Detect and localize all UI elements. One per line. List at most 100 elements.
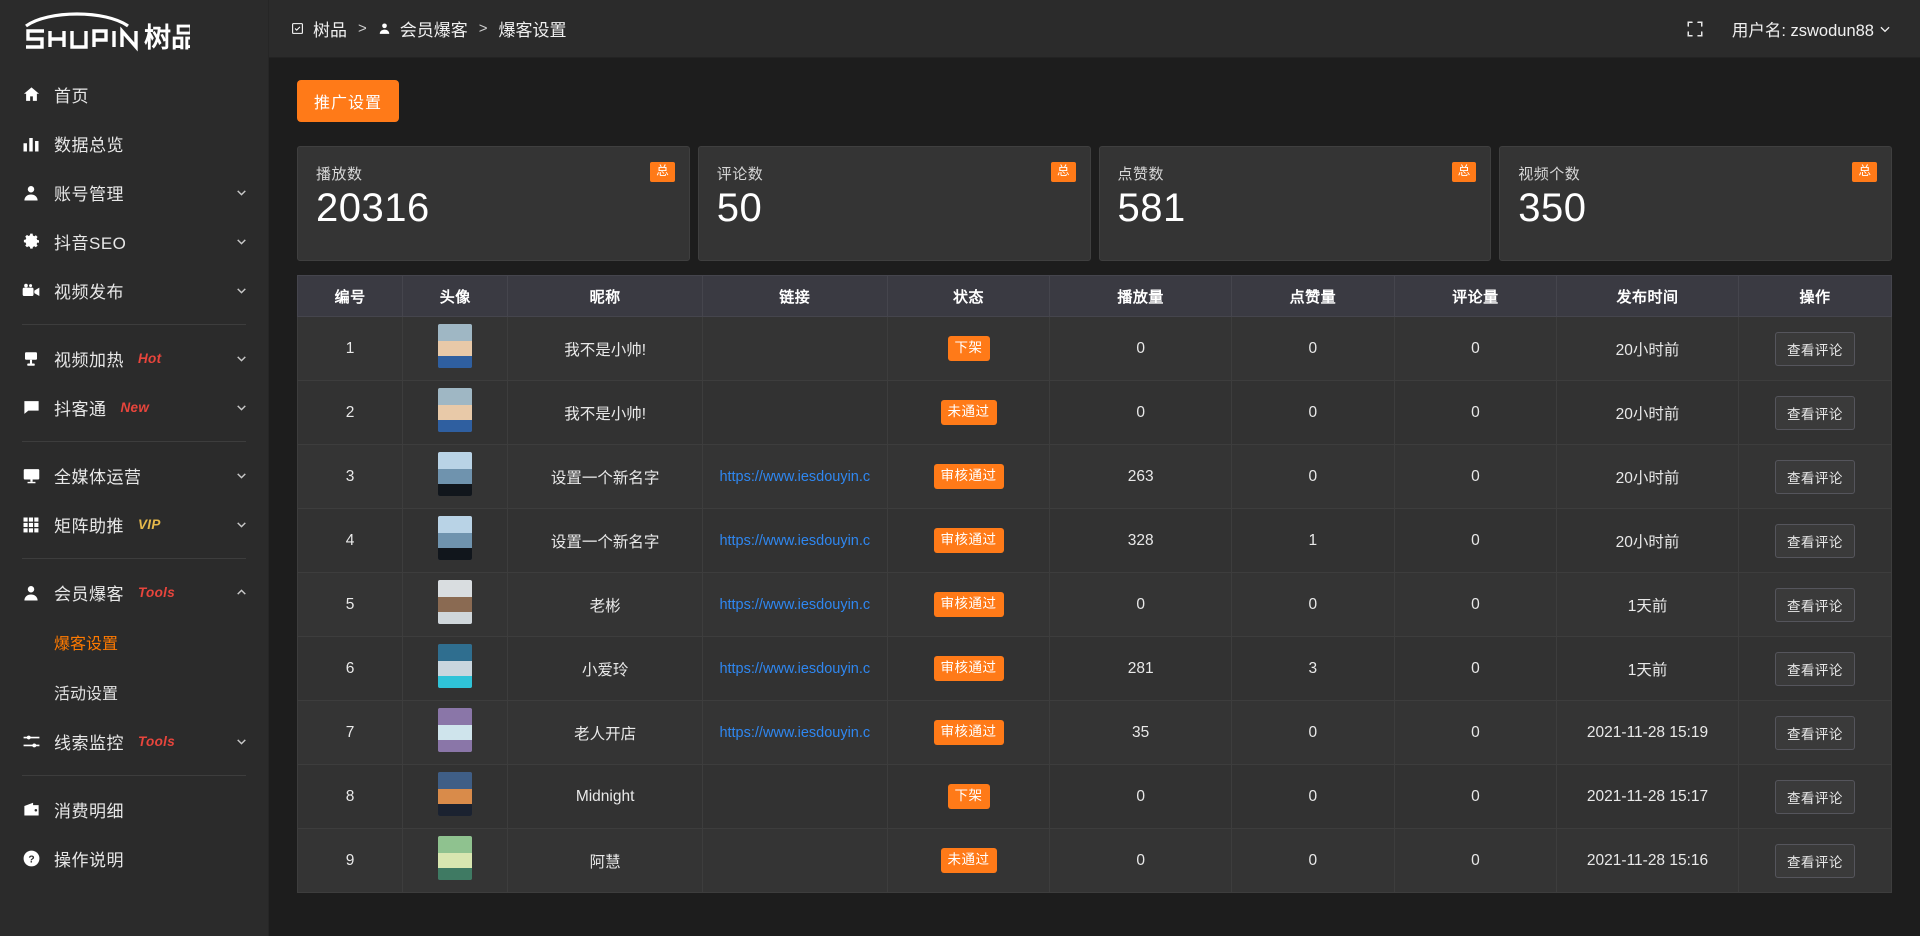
sidebar-subitem-activity-settings[interactable]: 活动设置 <box>0 667 268 717</box>
video-link[interactable]: https://www.iesdouyin.c <box>719 532 871 549</box>
avatar[interactable] <box>438 516 473 560</box>
avatar[interactable] <box>438 388 473 432</box>
table-row[interactable]: 1 我不是小帅! 下架 0 0 0 20小时前 查看评论 <box>296 316 1893 381</box>
chevron-down-icon <box>234 469 248 483</box>
table-row[interactable]: 4 设置一个新名字 https://www.iesdouyin.c 审核通过 328 1 0… <box>296 508 1893 573</box>
sidebar: 树品 首页 数据总览 账号管理 <box>0 0 269 936</box>
promote-settings-button[interactable]: 推广设置 <box>297 80 400 122</box>
view-comments-button[interactable]: 查看评论 <box>1774 651 1855 686</box>
view-comments-button[interactable]: 查看评论 <box>1774 395 1855 430</box>
sidebar-item-douyin-seo[interactable]: 抖音SEO <box>0 217 268 266</box>
view-comments-button[interactable]: 查看评论 <box>1774 779 1855 814</box>
sidebar-nav: 首页 数据总览 账号管理 抖音 <box>0 60 268 936</box>
chart-bar-icon <box>20 133 42 155</box>
sidebar-item-consumption-detail[interactable]: 消费明细 <box>0 785 268 834</box>
cell-status: 下架 <box>886 316 1051 381</box>
video-link[interactable]: https://www.iesdouyin.c <box>719 724 871 741</box>
sidebar-item-label: 视频发布 <box>54 283 124 302</box>
cell-link[interactable]: https://www.iesdouyin.c <box>701 508 888 573</box>
cell-link <box>701 764 888 829</box>
sidebar-item-video-boost[interactable]: 视频加热 Hot <box>0 334 268 383</box>
video-link[interactable]: https://www.iesdouyin.c <box>719 468 871 485</box>
view-comments-button[interactable]: 查看评论 <box>1774 587 1855 622</box>
cell-nickname: 我不是小帅! <box>507 380 703 445</box>
cell-publish-time: 2021-11-28 15:16 <box>1556 828 1739 893</box>
sidebar-badge-tools: Tools <box>138 734 175 749</box>
avatar[interactable] <box>438 452 473 496</box>
cell-link[interactable]: https://www.iesdouyin.c <box>701 444 888 509</box>
cell-id: 1 <box>296 316 404 381</box>
table-row[interactable]: 3 设置一个新名字 https://www.iesdouyin.c 审核通过 263 0 0… <box>296 444 1893 509</box>
table-row[interactable]: 6 小爱玲 https://www.iesdouyin.c 审核通过 281 3 0 1天前查… <box>296 636 1893 701</box>
cell-link[interactable]: https://www.iesdouyin.c <box>701 572 888 637</box>
status-badge: 审核通过 <box>933 656 1004 681</box>
main-area: 树品 > 会员爆客 > 爆客设置 <box>269 0 1920 936</box>
sidebar-item-label: 全媒体运营 <box>54 468 142 487</box>
avatar[interactable] <box>438 836 473 880</box>
cell-link[interactable]: https://www.iesdouyin.c <box>701 700 888 765</box>
view-comments-button[interactable]: 查看评论 <box>1774 715 1855 750</box>
sidebar-item-omnimedia-ops[interactable]: 全媒体运营 <box>0 451 268 500</box>
table-row[interactable]: 9 阿慧 未通过 0 0 0 2021-11-28 15:16 查看评论 <box>296 828 1893 893</box>
cell-likes: 0 <box>1231 828 1395 893</box>
column-header-nick: 昵称 <box>507 275 703 317</box>
fullscreen-icon[interactable] <box>1686 19 1706 39</box>
sidebar-item-account-management[interactable]: 账号管理 <box>0 168 268 217</box>
status-badge: 未通过 <box>940 400 997 425</box>
view-comments-button[interactable]: 查看评论 <box>1774 843 1855 878</box>
stat-value: 581 <box>1117 186 1186 230</box>
chevron-down-icon <box>234 186 248 200</box>
sidebar-divider <box>22 441 246 442</box>
view-comments-button[interactable]: 查看评论 <box>1774 523 1855 558</box>
videos-table: 编号 头像 昵称 链接 状态 播放量 点赞量 评论量 发布时间 操作 1 我不是小 <box>296 275 1893 893</box>
cell-id: 7 <box>296 700 404 765</box>
view-comments-button[interactable]: 查看评论 <box>1774 331 1855 366</box>
stats-cards: 播放数 20316 总 评论数 50 总 点赞数 581 总 视频个数 350 <box>297 146 1892 261</box>
cell-status: 审核通过 <box>886 572 1051 637</box>
cell-avatar <box>402 828 509 893</box>
cell-status: 审核通过 <box>886 700 1051 765</box>
cell-comments: 0 <box>1393 828 1558 893</box>
sidebar-item-member-baoke[interactable]: 会员爆客 Tools <box>0 568 268 617</box>
stat-card-videos: 视频个数 350 总 <box>1499 146 1892 261</box>
sidebar-item-instructions[interactable]: ? 操作说明 <box>0 834 268 883</box>
table-row[interactable]: 8 Midnight 下架 0 0 0 2021-11-28 15:17 查看评论 <box>296 764 1893 829</box>
monitor-icon <box>20 465 42 487</box>
breadcrumb-item-root[interactable]: 树品 <box>291 16 347 41</box>
cell-actions: 查看评论 <box>1737 380 1893 445</box>
cell-comments: 0 <box>1393 636 1558 701</box>
breadcrumb-item-member-baoke[interactable]: 会员爆客 <box>378 16 468 41</box>
sidebar-item-video-publish[interactable]: 视频发布 <box>0 266 268 315</box>
cell-link[interactable]: https://www.iesdouyin.c <box>701 636 888 701</box>
cell-publish-time: 20小时前 <box>1556 380 1739 445</box>
brand-logo[interactable]: 树品 <box>0 0 268 60</box>
avatar[interactable] <box>438 324 473 368</box>
avatar[interactable] <box>438 772 473 816</box>
sidebar-subitem-baoke-settings[interactable]: 爆客设置 <box>0 617 268 667</box>
chevron-down-icon <box>234 352 248 366</box>
avatar[interactable] <box>438 708 473 752</box>
column-header-plays: 播放量 <box>1049 275 1233 317</box>
table-row[interactable]: 2 我不是小帅! 未通过 0 0 0 20小时前 查看评论 <box>296 380 1893 445</box>
cell-nickname: 老彬 <box>507 572 703 637</box>
sidebar-item-data-overview[interactable]: 数据总览 <box>0 119 268 168</box>
video-link[interactable]: https://www.iesdouyin.c <box>719 660 871 677</box>
breadcrumb-label: 爆客设置 <box>498 21 567 40</box>
avatar[interactable] <box>438 580 473 624</box>
cell-comments: 0 <box>1393 764 1558 829</box>
sidebar-item-doukebao[interactable]: 抖客通 New <box>0 383 268 432</box>
video-link[interactable]: https://www.iesdouyin.c <box>719 596 871 613</box>
sidebar-item-matrix-boost[interactable]: 矩阵助推 VIP <box>0 500 268 549</box>
cell-avatar <box>402 636 509 701</box>
column-header-link: 链接 <box>701 275 888 317</box>
table-row[interactable]: 5 老彬 https://www.iesdouyin.c 审核通过 0 0 0 1天前 查看评论 <box>296 572 1893 637</box>
view-comments-button[interactable]: 查看评论 <box>1774 459 1855 494</box>
user-menu[interactable]: 用户名: zswodun88 <box>1732 17 1892 41</box>
status-badge: 审核通过 <box>933 464 1004 489</box>
sidebar-item-lead-monitor[interactable]: 线索监控 Tools <box>0 717 268 766</box>
table-row[interactable]: 7 老人开店 https://www.iesdouyin.c 审核通过 35 0 0 2021… <box>296 700 1893 765</box>
avatar[interactable] <box>438 644 473 688</box>
video-camera-icon <box>20 280 42 302</box>
sidebar-item-home[interactable]: 首页 <box>0 70 268 119</box>
